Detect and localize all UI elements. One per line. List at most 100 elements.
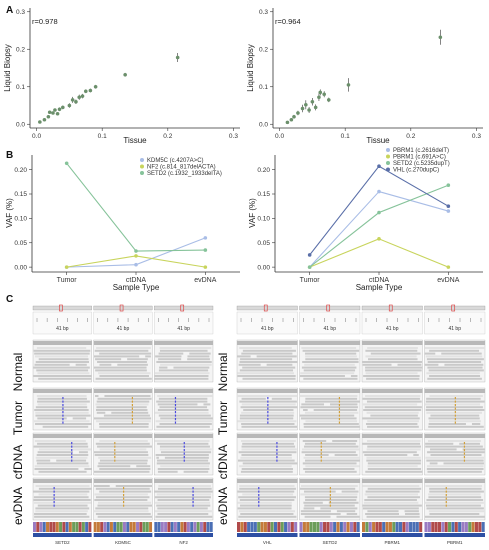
x-tick-label: Tumor xyxy=(300,277,321,284)
sequence-base xyxy=(170,522,174,532)
read xyxy=(302,349,360,352)
sequence-base xyxy=(412,522,416,532)
coverage-bar xyxy=(362,389,423,393)
read xyxy=(424,347,485,349)
row-label-tumor: Tumor xyxy=(11,401,25,435)
read xyxy=(300,485,358,487)
gene-label: PBRM1 xyxy=(384,540,400,545)
scale-label: 41 bp xyxy=(261,326,274,332)
read xyxy=(303,377,358,380)
read xyxy=(34,420,90,423)
read xyxy=(159,423,212,425)
read xyxy=(240,470,293,473)
scale-label: 41 bp xyxy=(117,326,130,332)
panel-letter-c: C xyxy=(6,294,13,305)
read xyxy=(97,445,153,448)
sequence-base xyxy=(398,522,403,532)
read xyxy=(424,352,436,355)
mismatch-base xyxy=(320,452,322,455)
mismatch-base xyxy=(258,487,260,490)
mismatch-base xyxy=(131,418,133,421)
read xyxy=(366,411,419,414)
sequence-base xyxy=(349,522,353,532)
data-point xyxy=(322,92,326,97)
panel-letter-b: B xyxy=(6,150,13,161)
read xyxy=(366,440,421,442)
sequence-base xyxy=(481,522,485,532)
mismatch-base xyxy=(174,421,177,424)
read xyxy=(38,358,89,361)
read xyxy=(332,440,358,442)
read xyxy=(96,420,151,423)
data-point xyxy=(51,111,55,115)
x-ticks: 0.0 0.1 0.2 0.3 xyxy=(32,128,238,140)
x-tick-label: 0.1 xyxy=(98,133,107,140)
mismatch-base xyxy=(454,411,456,414)
read xyxy=(159,347,212,349)
mismatch-base xyxy=(62,414,64,417)
y-axis-title: Liquid Biopsy xyxy=(3,44,12,92)
series-point xyxy=(203,265,208,269)
coverage-bar xyxy=(299,341,360,345)
sequence-base xyxy=(461,522,465,532)
scatter-plot-tissue-vs-liquid-left: r=0.978 0.0 0.1 0.2 0.3 0.0 0.1 0.2 0.3 Tissue… xyxy=(3,8,240,145)
mismatch-base xyxy=(192,497,194,500)
read xyxy=(367,445,421,448)
read xyxy=(362,507,419,510)
read xyxy=(305,465,360,468)
series-point xyxy=(307,253,312,257)
read xyxy=(157,459,209,462)
ruler-track xyxy=(299,311,361,335)
mismatch-base xyxy=(258,497,260,500)
read xyxy=(38,470,87,473)
x-tick-label: evDNA xyxy=(194,277,217,284)
data-point xyxy=(70,98,75,102)
mismatch-base xyxy=(114,459,116,462)
read xyxy=(241,397,266,400)
read xyxy=(38,377,92,380)
mismatch-base xyxy=(174,397,177,400)
read xyxy=(305,355,357,358)
read xyxy=(362,417,420,420)
read xyxy=(99,440,148,442)
mismatch-base xyxy=(131,407,133,410)
data-point xyxy=(74,99,78,104)
sequence-base xyxy=(385,522,389,532)
sequence-base xyxy=(444,522,448,532)
sequence-base xyxy=(356,522,360,532)
read xyxy=(103,414,150,417)
read xyxy=(363,375,420,377)
sequence-base xyxy=(468,522,472,532)
read xyxy=(299,487,356,490)
read xyxy=(429,375,481,377)
read xyxy=(362,363,392,366)
mismatch-base xyxy=(276,442,278,445)
mismatch-base xyxy=(445,501,447,504)
x-ticks: Tumor ctDNA evDNA xyxy=(57,272,217,284)
read xyxy=(428,510,485,513)
read xyxy=(428,425,484,428)
sequence-base xyxy=(65,522,69,532)
sequence-base xyxy=(42,522,46,532)
read xyxy=(328,501,359,504)
read xyxy=(430,448,457,451)
read xyxy=(367,358,418,361)
sequence-base xyxy=(116,522,120,532)
y-tick-label: 0.10 xyxy=(257,216,270,223)
read xyxy=(426,499,484,501)
read xyxy=(305,420,357,423)
read xyxy=(426,468,484,470)
sequence-base xyxy=(339,522,343,532)
y-ticks: 0.00 0.05 0.10 0.15 0.20 xyxy=(257,167,275,271)
read xyxy=(156,504,211,507)
read xyxy=(238,451,297,454)
ruler-track xyxy=(32,311,92,335)
read xyxy=(241,352,293,355)
read xyxy=(429,487,482,490)
coverage-bar xyxy=(93,479,153,483)
y-tick-label: 0.20 xyxy=(257,167,270,174)
sequence-base xyxy=(237,522,241,532)
mismatch-base xyxy=(183,456,185,459)
gene-track xyxy=(424,533,485,537)
read xyxy=(34,468,79,470)
